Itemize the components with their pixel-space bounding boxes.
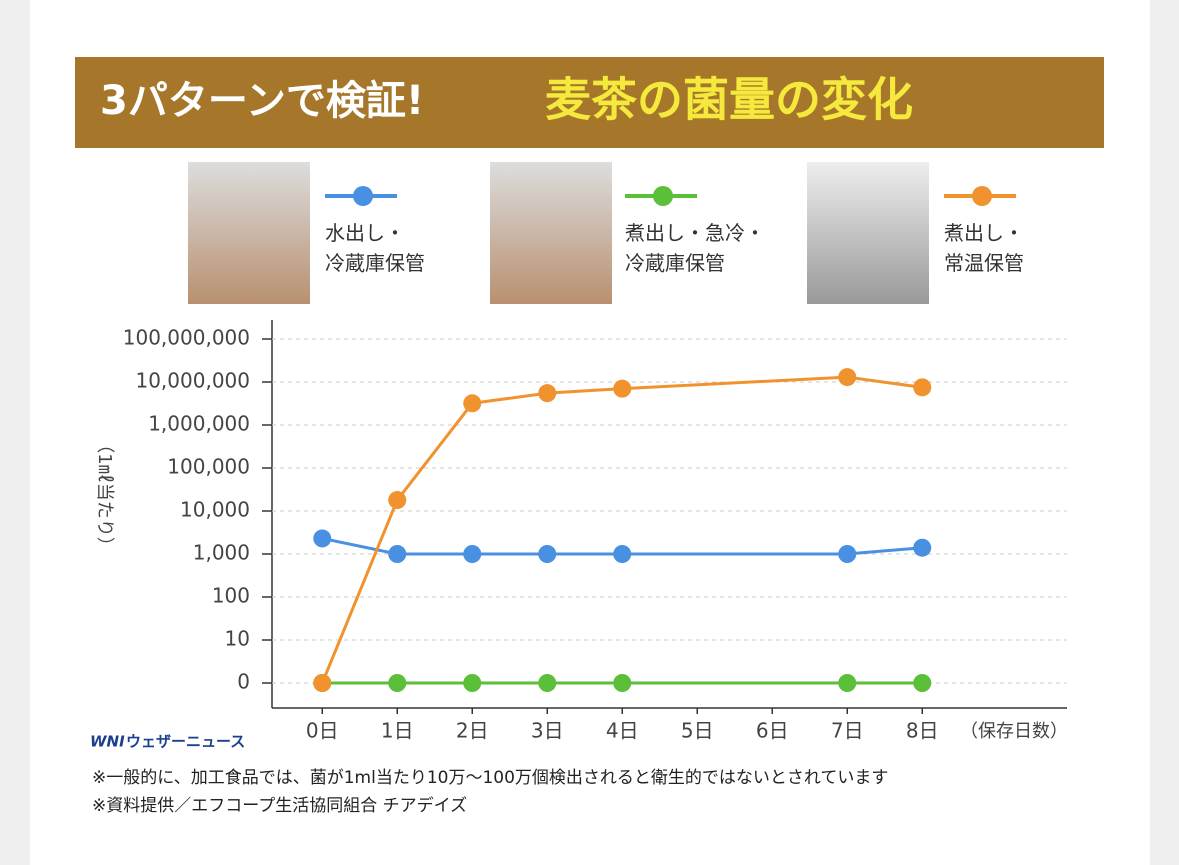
y-tick-label: 100 — [212, 584, 250, 608]
point — [913, 378, 932, 397]
point — [538, 384, 557, 403]
x-axis-label: （保存日数） — [960, 721, 1068, 742]
x-tick-label: 0日 — [306, 719, 339, 743]
point — [388, 545, 407, 563]
point — [838, 545, 857, 563]
series-line — [320, 375, 923, 684]
legend-label: 水出し・ 冷蔵庫保管 — [325, 221, 425, 275]
x-tick-label: 3日 — [531, 719, 564, 743]
x-tick-label: 8日 — [906, 719, 939, 743]
point — [313, 674, 332, 692]
y-tick-label: 100,000 — [167, 455, 250, 479]
point — [538, 674, 557, 692]
y-tick-label: 1,000,000 — [148, 412, 250, 436]
title-band — [75, 57, 1104, 148]
y-tick-label: 0 — [237, 670, 250, 694]
legend-marker — [972, 186, 992, 206]
y-tick-label: 10 — [225, 627, 250, 651]
logo-text: ウェザーニュース — [126, 733, 245, 751]
point — [463, 394, 482, 413]
photo — [807, 162, 929, 304]
y-tick-label: 100,000,000 — [123, 326, 250, 350]
point — [388, 491, 407, 510]
point — [913, 538, 932, 557]
y-axis-label: （1㎖当たり） — [94, 435, 115, 554]
x-tick-label: 4日 — [606, 719, 639, 743]
point — [838, 368, 857, 387]
y-tick-label: 10,000 — [180, 498, 250, 522]
x-tick-label: 7日 — [831, 719, 864, 743]
legend-label: 煮出し・急冷・ 冷蔵庫保管 — [625, 221, 765, 275]
x-tick-label: 6日 — [756, 719, 789, 743]
point — [613, 545, 632, 563]
point — [913, 674, 932, 692]
photo — [490, 162, 612, 304]
point — [388, 674, 407, 692]
x-tick-label: 5日 — [681, 719, 714, 743]
legend-marker — [353, 186, 373, 206]
note: ※資料提供／エフコープ生活協同組合 チアデイズ — [92, 795, 467, 816]
photo — [188, 162, 310, 304]
y-tick-label: 1,000 — [193, 541, 250, 565]
y-tick-label: 10,000,000 — [135, 369, 250, 393]
x-tick-label: 2日 — [456, 719, 489, 743]
point — [838, 674, 857, 692]
point — [463, 674, 482, 692]
chart-title: 3パターンで検証! — [100, 78, 424, 124]
note: ※一般的に、加工食品では、菌が1ml当たり10万～100万個検出されると衛生的で… — [92, 768, 888, 788]
point — [538, 545, 557, 563]
point — [463, 545, 482, 563]
x-tick-label: 1日 — [381, 719, 414, 743]
legend-label: 煮出し・ 常温保管 — [944, 221, 1024, 275]
logo-mark: WNI — [90, 733, 125, 751]
point — [313, 529, 332, 548]
legend-marker — [653, 186, 673, 206]
point — [613, 379, 632, 398]
chart-subtitle: 麦茶の菌量の変化 — [545, 73, 913, 127]
point — [613, 674, 632, 692]
